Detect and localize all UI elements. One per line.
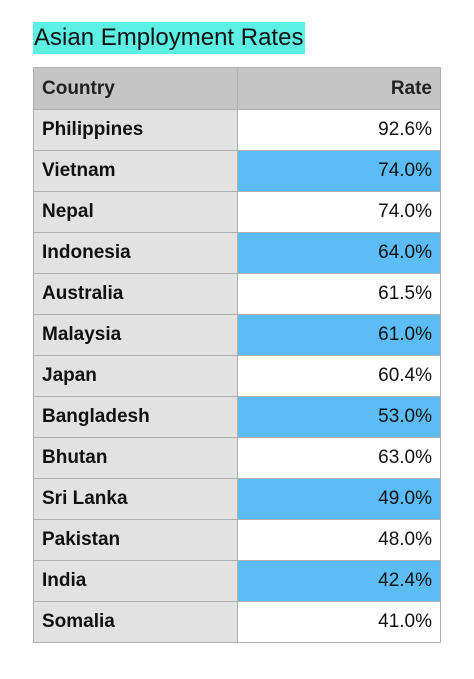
rate-cell: 74.0%: [237, 191, 441, 233]
country-cell: India: [33, 560, 238, 602]
table-row: Nepal 74.0%: [33, 191, 441, 233]
column-header-country: Country: [33, 67, 238, 110]
country-cell: Japan: [33, 355, 238, 397]
rate-cell: 49.0%: [237, 478, 441, 520]
table-row: Malaysia 61.0%: [33, 314, 441, 356]
column-header-rate: Rate: [237, 67, 441, 110]
rate-cell: 92.6%: [237, 109, 441, 151]
table-body: Philippines 92.6% Vietnam 74.0% Nepal 74.0% In…: [33, 109, 441, 643]
country-cell: Philippines: [33, 109, 238, 151]
table-row: Bangladesh 53.0%: [33, 396, 441, 438]
country-cell: Bhutan: [33, 437, 238, 479]
country-cell: Indonesia: [33, 232, 238, 274]
table-row: Somalia 41.0%: [33, 601, 441, 643]
rate-cell: 61.0%: [237, 314, 441, 356]
rate-cell: 60.4%: [237, 355, 441, 397]
country-cell: Pakistan: [33, 519, 238, 561]
table-header-row: Country Rate: [33, 67, 441, 110]
table-row: Bhutan 63.0%: [33, 437, 441, 479]
rate-cell: 61.5%: [237, 273, 441, 315]
country-cell: Bangladesh: [33, 396, 238, 438]
table-row: Pakistan 48.0%: [33, 519, 441, 561]
country-cell: Nepal: [33, 191, 238, 233]
table-row: Vietnam 74.0%: [33, 150, 441, 192]
country-cell: Malaysia: [33, 314, 238, 356]
rate-cell: 63.0%: [237, 437, 441, 479]
rate-cell: 64.0%: [237, 232, 441, 274]
table-row: India 42.4%: [33, 560, 441, 602]
rate-cell: 42.4%: [237, 560, 441, 602]
rate-cell: 74.0%: [237, 150, 441, 192]
rate-cell: 41.0%: [237, 601, 441, 643]
rate-cell: 53.0%: [237, 396, 441, 438]
rate-cell: 48.0%: [237, 519, 441, 561]
country-cell: Sri Lanka: [33, 478, 238, 520]
table-row: Australia 61.5%: [33, 273, 441, 315]
employment-rates-table: Country Rate Philippines 92.6% Vietnam 74.0…: [33, 67, 441, 643]
country-cell: Somalia: [33, 601, 238, 643]
country-cell: Australia: [33, 273, 238, 315]
table-row: Japan 60.4%: [33, 355, 441, 397]
table-row: Philippines 92.6%: [33, 109, 441, 151]
table-row: Indonesia 64.0%: [33, 232, 441, 274]
table-title: Asian Employment Rates: [33, 22, 306, 54]
country-cell: Vietnam: [33, 150, 238, 192]
table-row: Sri Lanka 49.0%: [33, 478, 441, 520]
